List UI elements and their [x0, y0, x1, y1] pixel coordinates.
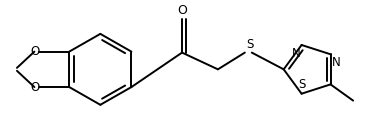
Text: N: N [292, 47, 301, 60]
Text: O: O [30, 81, 39, 94]
Text: O: O [177, 4, 187, 17]
Text: S: S [298, 78, 305, 91]
Text: N: N [332, 56, 340, 69]
Text: O: O [30, 45, 39, 58]
Text: S: S [246, 38, 253, 51]
